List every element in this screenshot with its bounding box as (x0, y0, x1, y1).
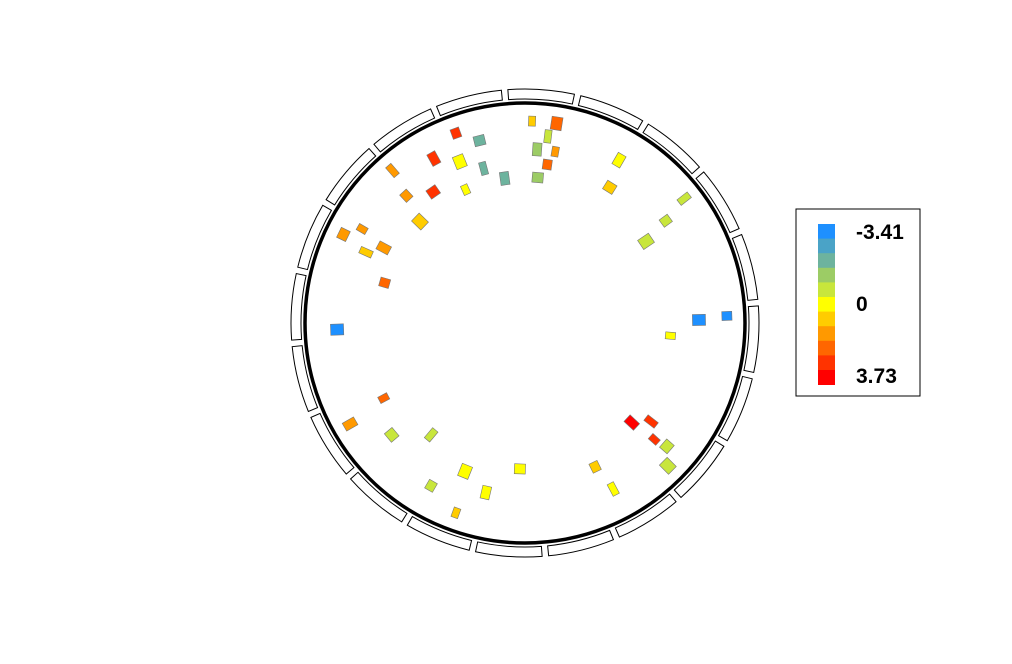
track-circle (303, 101, 747, 545)
heatmap-mark (478, 160, 490, 177)
heatmap-mark (659, 438, 675, 455)
heatmap-mark (411, 212, 429, 231)
heatmap-mark (550, 145, 560, 158)
legend-mid-label: 0 (856, 293, 868, 316)
ideogram-segment (717, 375, 753, 442)
ideogram-segment (474, 541, 543, 558)
ideogram-segment (743, 305, 760, 374)
heatmap-mark (664, 331, 677, 340)
ideogram-segment (435, 89, 503, 117)
ideogram-segment (547, 529, 615, 557)
legend-box (795, 208, 921, 397)
heatmap-mark (385, 162, 400, 179)
heatmap-mark (424, 478, 438, 493)
legend-swatch (818, 224, 835, 239)
heatmap-mark (549, 115, 564, 132)
heatmap-mark (375, 240, 392, 256)
heatmap-mark (457, 462, 473, 480)
heatmap-mark (531, 142, 543, 157)
heatmap-mark (676, 191, 692, 206)
ideogram-segment (290, 272, 307, 341)
heatmap-mark (721, 310, 733, 321)
legend-color-scale (818, 224, 835, 385)
heatmap-mark (528, 115, 537, 127)
ideogram-segment (373, 108, 436, 153)
heatmap-mark (459, 183, 472, 197)
ideogram-segment (406, 515, 473, 551)
heatmap-mark (602, 179, 618, 195)
heatmap-mark (658, 456, 677, 475)
legend-swatch (818, 253, 835, 269)
ideogram-segment (507, 88, 576, 105)
ideogram-segment (325, 147, 377, 206)
legend-min-label: -3.41 (856, 221, 904, 244)
heatmap-mark (606, 481, 620, 497)
heatmap-mark (543, 129, 553, 144)
ideogram-segment (642, 123, 701, 175)
heatmap-mark (513, 463, 526, 475)
ideogram-segment (731, 233, 759, 301)
legend-swatch (818, 267, 835, 283)
legend-swatch (818, 370, 835, 385)
legend-swatch (818, 297, 835, 312)
heatmap-mark (479, 484, 493, 501)
heatmap-mark (611, 151, 627, 169)
heatmap-mark (637, 232, 655, 250)
heatmap-mark (336, 226, 351, 242)
heatmap-mark (377, 392, 391, 404)
heatmap-mark (330, 323, 345, 336)
heatmap-mark (541, 158, 553, 171)
heatmap-mark (450, 506, 462, 520)
legend-swatch (818, 311, 835, 327)
heatmap-marks (330, 115, 733, 520)
legend: -3.41 0 3.73 (795, 208, 921, 397)
heatmap-mark (423, 427, 439, 443)
heatmap-mark (378, 276, 392, 289)
heatmap-mark (692, 314, 706, 326)
ideogram-segment (673, 440, 725, 499)
ideogram-segment (310, 412, 355, 475)
legend-swatch (818, 355, 835, 371)
heatmap-mark (658, 213, 673, 228)
heatmap-mark (588, 459, 602, 474)
ideogram-segment (695, 171, 740, 234)
heatmap-mark (643, 414, 659, 429)
legend-swatch (818, 282, 835, 298)
ideogram-segment (349, 471, 408, 523)
heatmap-mark (341, 416, 359, 432)
legend-swatch (818, 238, 835, 254)
legend-swatch (818, 340, 835, 356)
heatmap-mark (449, 126, 463, 140)
heatmap-mark (647, 433, 661, 446)
heatmap-mark (451, 153, 468, 171)
heatmap-mark (623, 414, 641, 431)
heatmap-mark (472, 134, 487, 148)
heatmap-mark (498, 171, 511, 186)
heatmap-mark (358, 245, 374, 259)
legend-swatch (818, 326, 835, 342)
heatmap-mark (425, 184, 442, 200)
heatmap-mark (355, 223, 369, 235)
ideogram-segment (614, 493, 677, 538)
heatmap-mark (531, 171, 544, 184)
ideogram-segment (291, 345, 319, 413)
ideogram-ring (290, 88, 760, 558)
heatmap-mark (383, 426, 400, 443)
heatmap-mark (426, 150, 442, 167)
ideogram-segment (577, 95, 644, 131)
ideogram-segment (297, 204, 333, 271)
heatmap-mark (399, 188, 414, 203)
legend-max-label: 3.73 (856, 365, 897, 388)
